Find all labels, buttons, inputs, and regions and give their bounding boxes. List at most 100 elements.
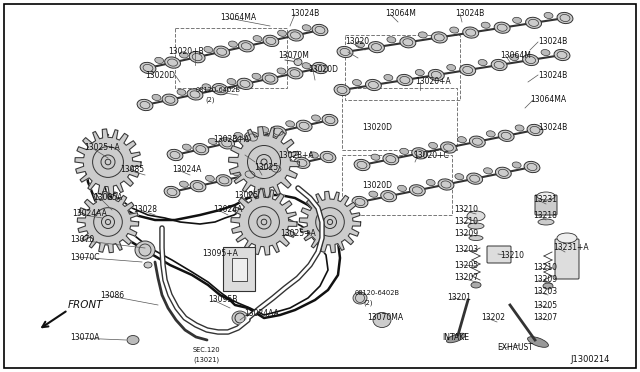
FancyBboxPatch shape (232, 257, 246, 280)
Text: 13028+A: 13028+A (278, 151, 314, 160)
Text: 13020D: 13020D (308, 65, 338, 74)
Ellipse shape (524, 161, 540, 173)
Ellipse shape (541, 49, 550, 55)
Polygon shape (75, 129, 141, 195)
Ellipse shape (355, 42, 364, 48)
Ellipse shape (189, 51, 205, 63)
Text: 13020D: 13020D (145, 71, 175, 80)
Ellipse shape (481, 22, 490, 28)
Text: 13020+A: 13020+A (415, 77, 451, 87)
Ellipse shape (260, 126, 269, 133)
Text: 13024B: 13024B (538, 71, 567, 80)
Ellipse shape (190, 180, 206, 192)
Text: 13025: 13025 (234, 190, 258, 199)
Ellipse shape (491, 60, 507, 71)
Ellipse shape (557, 12, 573, 23)
Ellipse shape (383, 154, 399, 165)
Ellipse shape (352, 196, 368, 208)
Ellipse shape (312, 24, 328, 36)
Ellipse shape (287, 30, 303, 41)
Ellipse shape (294, 157, 310, 169)
Polygon shape (300, 191, 361, 253)
Ellipse shape (164, 186, 180, 198)
Ellipse shape (397, 185, 406, 192)
Ellipse shape (554, 49, 570, 61)
Text: SEC.120: SEC.120 (193, 347, 221, 353)
Ellipse shape (182, 144, 191, 150)
FancyBboxPatch shape (487, 246, 511, 263)
Ellipse shape (261, 159, 267, 165)
Ellipse shape (204, 46, 212, 52)
Ellipse shape (179, 181, 188, 187)
Text: 13025+A: 13025+A (84, 144, 120, 153)
Text: EXHAUST: EXHAUST (497, 343, 533, 353)
Ellipse shape (242, 169, 258, 180)
Text: 13231+A: 13231+A (553, 244, 589, 253)
Text: INTAKE: INTAKE (442, 334, 469, 343)
Ellipse shape (410, 185, 425, 196)
Text: 13024B: 13024B (538, 38, 567, 46)
Text: 13070: 13070 (70, 235, 94, 244)
Ellipse shape (144, 262, 152, 268)
FancyBboxPatch shape (535, 195, 557, 215)
Ellipse shape (212, 83, 228, 95)
Text: 08120-6402B: 08120-6402B (196, 87, 241, 93)
Ellipse shape (208, 138, 217, 144)
Polygon shape (77, 191, 139, 253)
Text: 13201: 13201 (447, 294, 471, 302)
Ellipse shape (471, 282, 481, 288)
Polygon shape (231, 189, 297, 255)
Ellipse shape (232, 311, 248, 325)
Ellipse shape (428, 70, 444, 81)
Text: 13085: 13085 (120, 166, 144, 174)
Ellipse shape (296, 120, 312, 131)
Ellipse shape (429, 142, 438, 148)
Ellipse shape (271, 126, 286, 137)
Ellipse shape (354, 159, 370, 171)
Text: 13210: 13210 (454, 205, 478, 215)
Ellipse shape (205, 175, 214, 182)
Text: 13218: 13218 (533, 211, 557, 219)
Ellipse shape (400, 148, 409, 154)
Text: 13024A: 13024A (172, 166, 202, 174)
Ellipse shape (450, 27, 459, 33)
Text: (2): (2) (205, 97, 214, 103)
Ellipse shape (455, 174, 464, 180)
Ellipse shape (228, 41, 237, 47)
Ellipse shape (371, 154, 380, 160)
Ellipse shape (557, 233, 577, 243)
Text: 13028: 13028 (133, 205, 157, 215)
Ellipse shape (515, 125, 524, 131)
Ellipse shape (287, 68, 303, 79)
Text: 13070A: 13070A (70, 334, 99, 343)
Text: 13070C: 13070C (70, 253, 99, 262)
Text: 13064M: 13064M (500, 51, 531, 60)
Ellipse shape (469, 235, 483, 241)
Text: 13209: 13209 (454, 230, 478, 238)
Ellipse shape (468, 223, 484, 229)
Ellipse shape (373, 312, 391, 327)
Ellipse shape (463, 27, 479, 38)
Ellipse shape (244, 132, 260, 143)
Ellipse shape (538, 219, 554, 225)
Ellipse shape (261, 219, 267, 225)
Ellipse shape (237, 78, 253, 90)
Text: 13020+B: 13020+B (168, 48, 204, 57)
Ellipse shape (285, 121, 294, 127)
Text: 13070M: 13070M (278, 51, 309, 60)
Ellipse shape (447, 333, 465, 343)
Text: 13231: 13231 (533, 196, 557, 205)
Ellipse shape (415, 70, 424, 76)
Ellipse shape (294, 58, 302, 65)
Text: 13025+A: 13025+A (280, 228, 316, 237)
Text: 13025: 13025 (254, 164, 278, 173)
Ellipse shape (227, 78, 236, 85)
Ellipse shape (284, 158, 292, 164)
Text: 13024B: 13024B (538, 124, 567, 132)
Ellipse shape (127, 336, 139, 344)
Ellipse shape (460, 64, 476, 76)
Ellipse shape (381, 190, 397, 202)
Text: 13095B: 13095B (208, 295, 237, 305)
Ellipse shape (263, 35, 279, 46)
Ellipse shape (164, 57, 180, 68)
